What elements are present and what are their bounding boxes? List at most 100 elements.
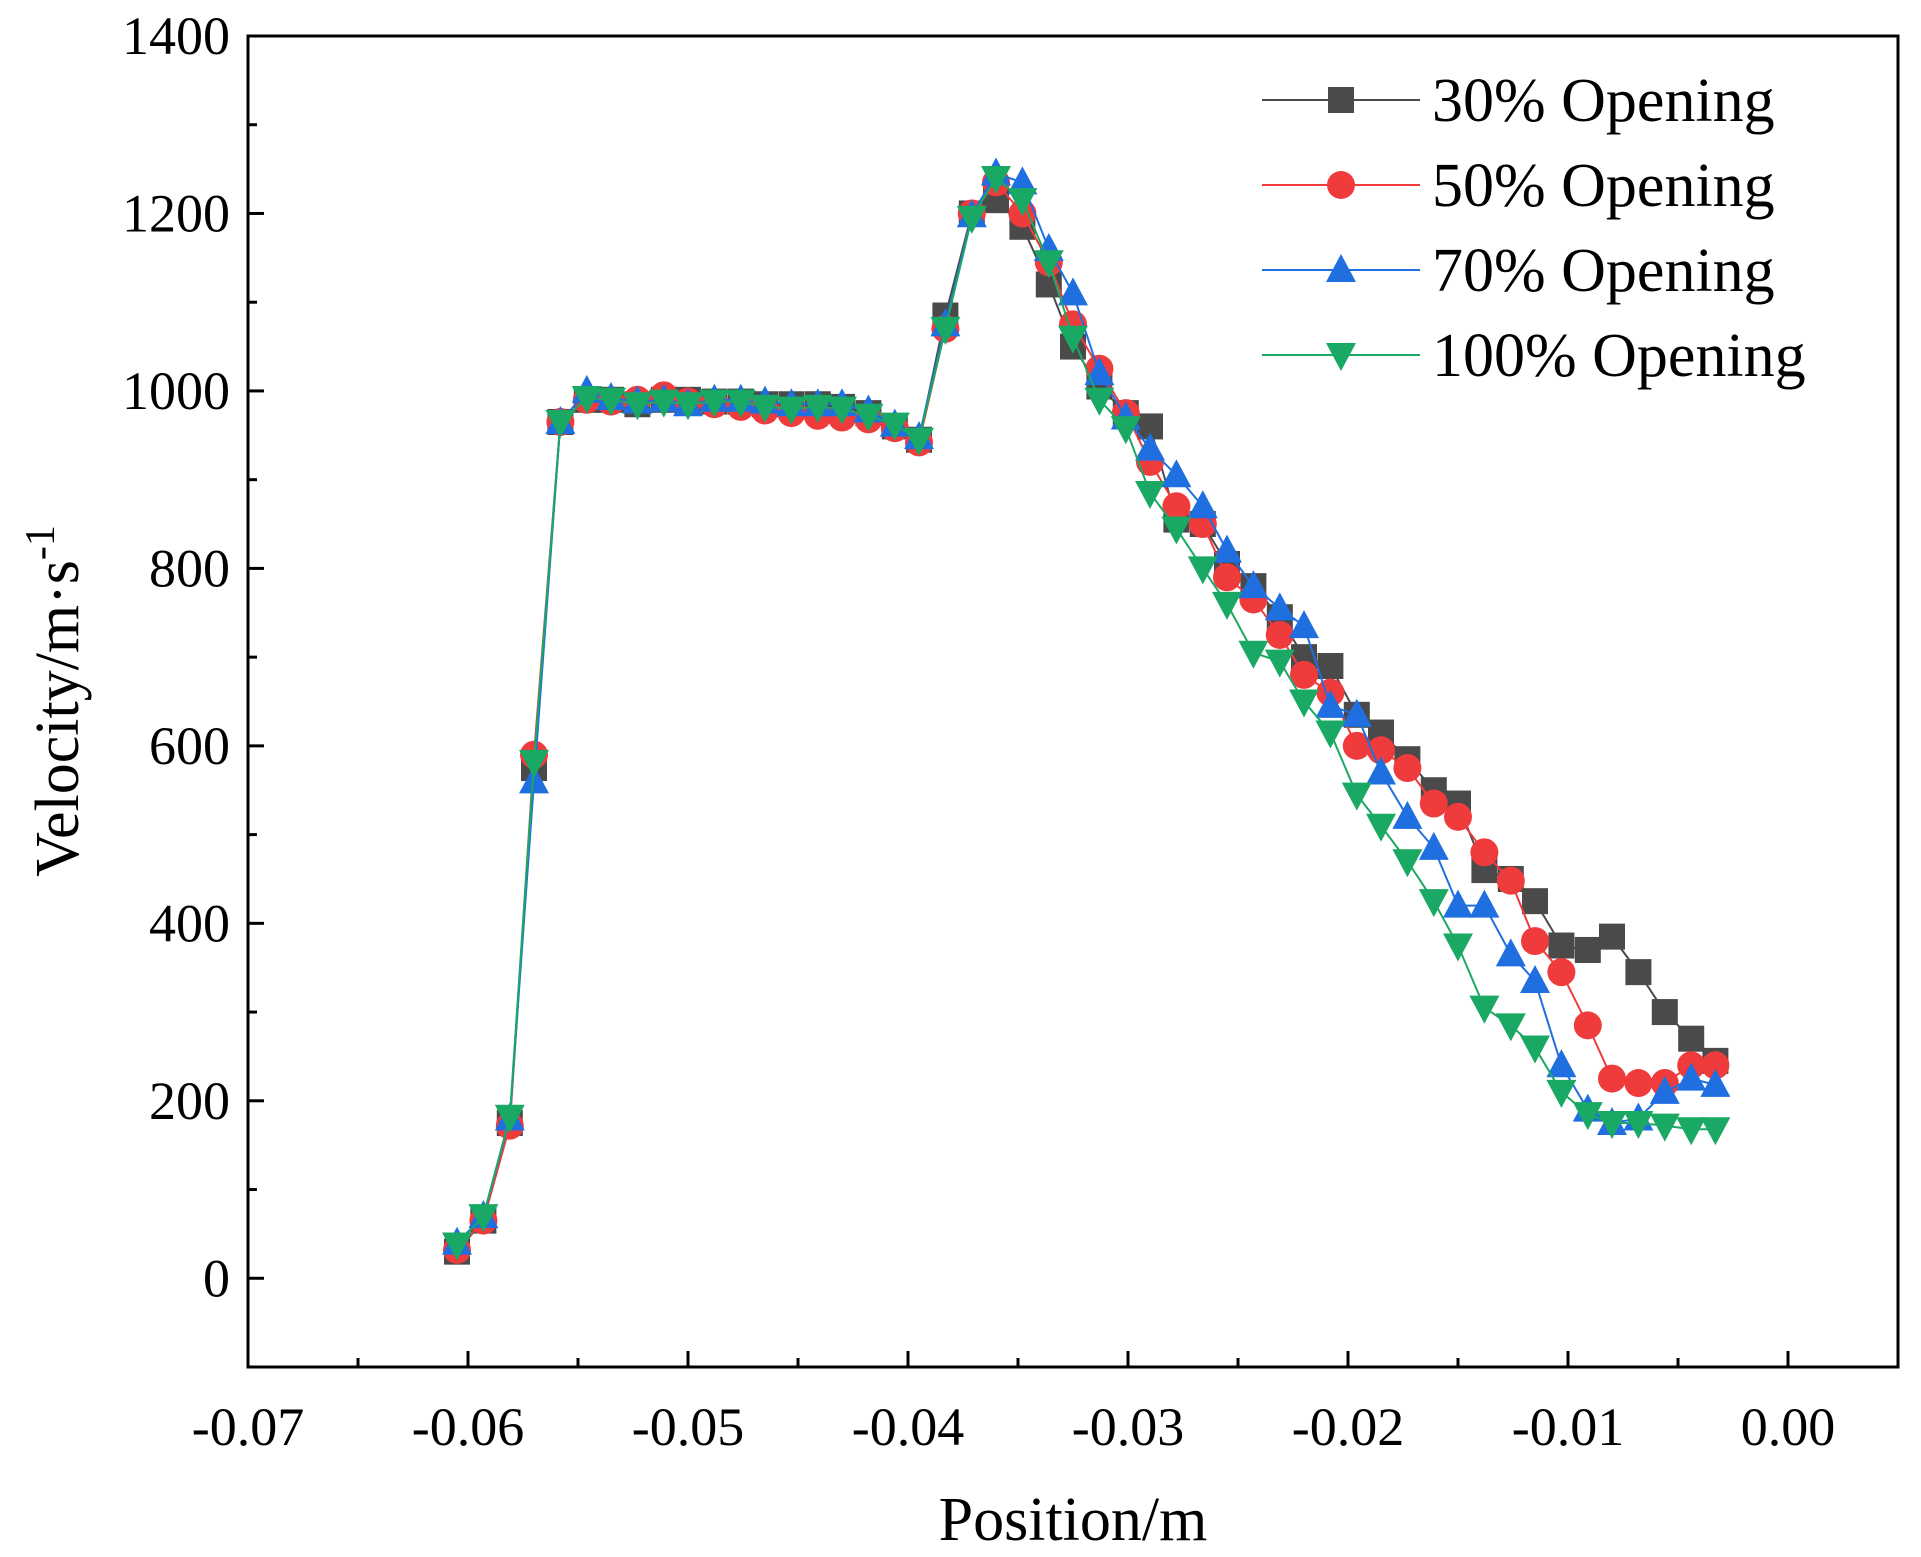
- data-point: [1033, 250, 1064, 279]
- data-point: [1623, 1110, 1654, 1139]
- data-point: [776, 396, 807, 425]
- series-4: [442, 165, 1731, 1261]
- data-point: [1212, 591, 1242, 620]
- x-tick-label: -0.07: [192, 1397, 304, 1457]
- data-point: [1265, 620, 1294, 649]
- data-point: [545, 409, 576, 438]
- y-tick-label: 800: [149, 538, 230, 598]
- data-point: [981, 165, 1011, 194]
- data-point: [1521, 927, 1549, 956]
- data-point: [1520, 965, 1550, 994]
- data-point: [1520, 1035, 1550, 1064]
- data-point: [930, 316, 961, 345]
- legend-item: 30% Opening: [1262, 67, 1775, 135]
- plot-frame: [246, 34, 1900, 1369]
- data-point: [802, 394, 833, 423]
- data-point: [673, 392, 703, 421]
- data-point: [1290, 660, 1318, 689]
- data-point: [519, 765, 549, 794]
- data-point: [1548, 932, 1575, 959]
- data-point: [1161, 459, 1192, 488]
- x-axis-ticks: -0.07 -0.06 -0.05 -0.04 -0.03 -0.02 -0.01 0.00: [192, 1351, 1835, 1457]
- data-point: [1572, 1102, 1603, 1131]
- x-tick-label: -0.01: [1512, 1397, 1624, 1457]
- legend-marker: [1326, 254, 1356, 282]
- data-point: [1007, 188, 1038, 217]
- legend-marker: [1328, 87, 1354, 113]
- legend-label: 50% Opening: [1432, 152, 1775, 220]
- data-point: [1162, 492, 1191, 521]
- data-point: [1496, 866, 1525, 895]
- data-point: [879, 412, 910, 441]
- data-point: [519, 749, 549, 778]
- data-point: [1443, 889, 1473, 918]
- data-point: [1651, 999, 1678, 1026]
- y-axis-title-main: Velocity/m·s: [24, 560, 92, 877]
- data-point: [904, 427, 934, 456]
- data-point: [1366, 813, 1396, 842]
- data-point: [1469, 889, 1500, 918]
- data-point: [827, 396, 857, 425]
- data-point: [1495, 938, 1526, 967]
- data-point: [1418, 889, 1449, 918]
- data-point: [699, 389, 730, 418]
- data-point: [1701, 1051, 1730, 1080]
- data-point: [1470, 838, 1499, 867]
- data-point: [725, 389, 756, 418]
- data-point: [648, 389, 679, 418]
- data-point: [1289, 689, 1319, 718]
- data-point: [1700, 1117, 1731, 1146]
- legend: 30% Opening 50% Opening 70% Opening 100% Op…: [1262, 67, 1806, 390]
- data-point: [1007, 166, 1038, 195]
- data-point: [1058, 277, 1088, 306]
- data-point: [1392, 849, 1423, 878]
- data-point: [1315, 689, 1346, 718]
- data-point: [1342, 731, 1371, 760]
- data-point: [1213, 563, 1241, 592]
- y-tick-label: 1000: [122, 361, 230, 421]
- y-tick-label: 200: [149, 1071, 230, 1131]
- data-point: [1546, 1079, 1577, 1108]
- data-point: [1700, 1068, 1731, 1097]
- data-point: [1341, 698, 1372, 727]
- data-point: [1084, 387, 1115, 416]
- data-point: [1469, 995, 1500, 1024]
- data-point: [1212, 534, 1242, 563]
- data-point: [1599, 923, 1625, 950]
- data-point: [1238, 640, 1269, 669]
- data-point: [1649, 1075, 1680, 1104]
- data-point: [1393, 754, 1422, 783]
- data-point: [956, 205, 987, 234]
- legend-item: 70% Opening: [1262, 237, 1775, 305]
- data-point: [1110, 416, 1141, 445]
- data-point: [1315, 720, 1346, 749]
- legend-item: 50% Opening: [1262, 152, 1775, 220]
- data-point: [1676, 1062, 1707, 1091]
- data-point: [468, 1204, 499, 1233]
- data-point: [1058, 325, 1088, 354]
- x-tick-label: 0.00: [1741, 1397, 1836, 1457]
- data-point: [1418, 831, 1449, 860]
- legend-label: 70% Opening: [1432, 237, 1775, 305]
- data-point: [1546, 1049, 1577, 1078]
- data-point: [1238, 570, 1269, 599]
- x-tick-label: -0.03: [1072, 1397, 1184, 1457]
- data-point: [596, 387, 626, 416]
- data-point: [1187, 556, 1218, 585]
- x-tick-label: -0.02: [1292, 1397, 1404, 1457]
- data-point: [853, 403, 884, 432]
- data-point: [494, 1104, 525, 1133]
- data-point: [1135, 432, 1165, 461]
- y-tick-label: 600: [149, 716, 230, 776]
- data-point: [1676, 1117, 1707, 1146]
- x-tick-label: -0.05: [632, 1397, 744, 1457]
- data-point: [1161, 516, 1192, 545]
- x-axis-title: Position/m: [939, 1486, 1208, 1554]
- data-point: [1317, 653, 1344, 680]
- x-tick-label: -0.06: [412, 1397, 524, 1457]
- data-point: [1264, 592, 1295, 621]
- data-point: [1366, 756, 1396, 785]
- series-layer: [442, 157, 1731, 1265]
